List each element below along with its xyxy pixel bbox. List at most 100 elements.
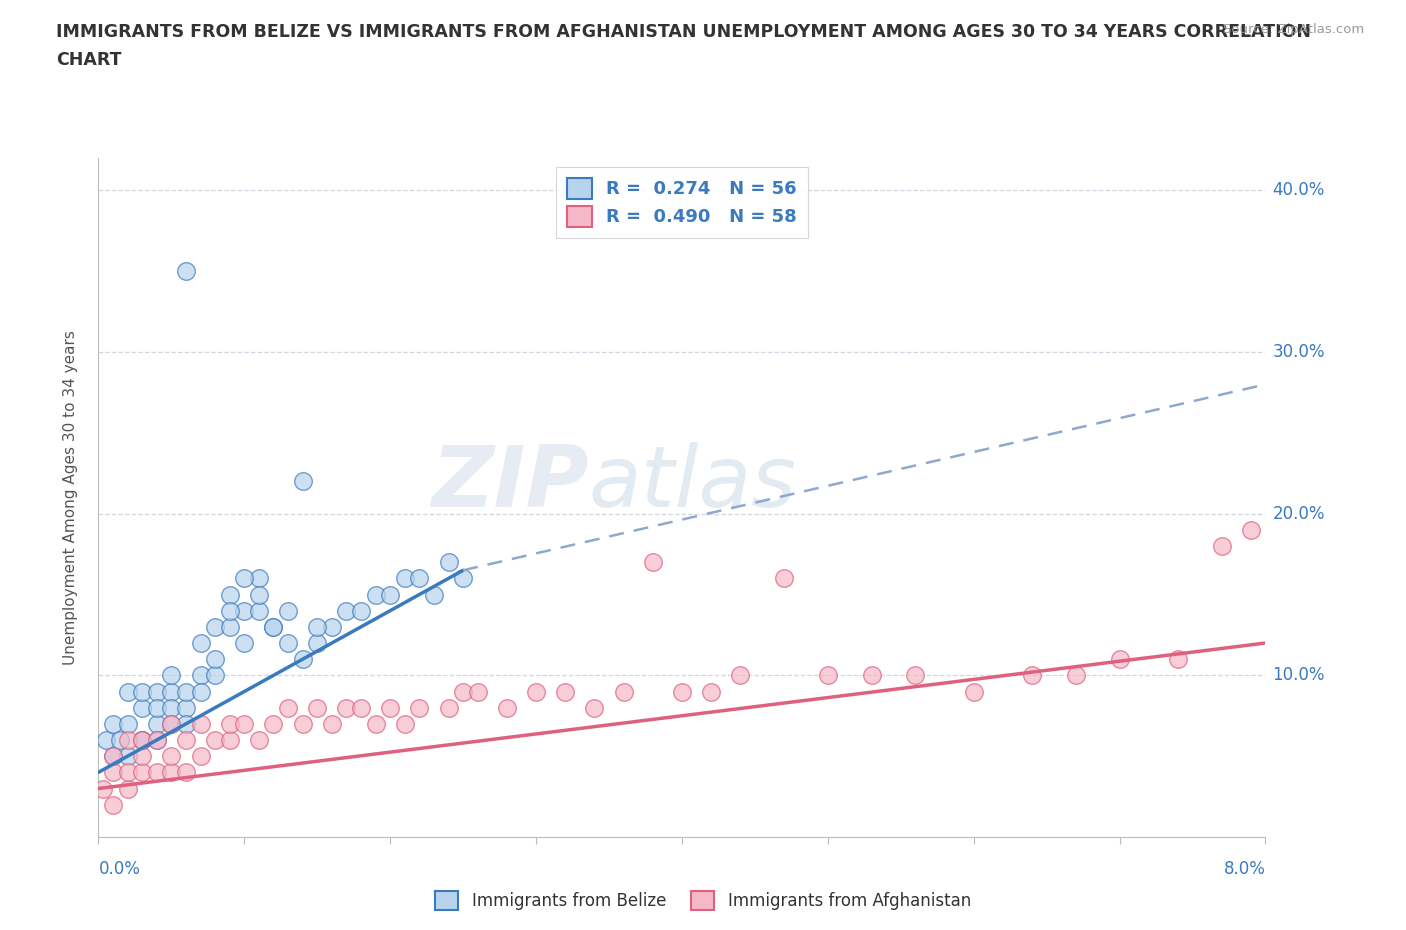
Point bbox=[117, 684, 139, 699]
Point bbox=[190, 684, 212, 699]
Point bbox=[117, 733, 139, 748]
Point bbox=[233, 604, 256, 618]
Point bbox=[247, 604, 270, 618]
Point bbox=[1211, 538, 1233, 553]
Point bbox=[117, 716, 139, 731]
Point bbox=[146, 733, 169, 748]
Point bbox=[364, 716, 387, 731]
Point bbox=[233, 571, 256, 586]
Point bbox=[641, 555, 664, 570]
Point bbox=[247, 571, 270, 586]
Point bbox=[1108, 652, 1130, 667]
Point bbox=[218, 619, 240, 634]
Point bbox=[524, 684, 547, 699]
Y-axis label: Unemployment Among Ages 30 to 34 years: Unemployment Among Ages 30 to 34 years bbox=[63, 330, 77, 665]
Point bbox=[204, 652, 226, 667]
Point bbox=[394, 716, 416, 731]
Point bbox=[437, 555, 460, 570]
Point bbox=[1021, 668, 1043, 683]
Point bbox=[94, 733, 117, 748]
Point bbox=[174, 716, 197, 731]
Point bbox=[364, 587, 387, 602]
Point bbox=[174, 264, 197, 279]
Point bbox=[218, 733, 240, 748]
Point bbox=[1240, 523, 1263, 538]
Point bbox=[277, 635, 299, 650]
Point bbox=[262, 716, 284, 731]
Point bbox=[335, 604, 357, 618]
Point bbox=[146, 716, 169, 731]
Text: 20.0%: 20.0% bbox=[1272, 505, 1324, 523]
Point bbox=[671, 684, 693, 699]
Point bbox=[451, 571, 474, 586]
Point bbox=[233, 635, 256, 650]
Point bbox=[496, 700, 519, 715]
Point bbox=[291, 474, 314, 489]
Point bbox=[190, 716, 212, 731]
Text: atlas: atlas bbox=[589, 443, 797, 525]
Point bbox=[146, 764, 169, 779]
Point bbox=[160, 668, 183, 683]
Point bbox=[378, 700, 402, 715]
Point bbox=[321, 619, 343, 634]
Text: IMMIGRANTS FROM BELIZE VS IMMIGRANTS FROM AFGHANISTAN UNEMPLOYMENT AMONG AGES 30: IMMIGRANTS FROM BELIZE VS IMMIGRANTS FRO… bbox=[56, 23, 1312, 41]
Point bbox=[131, 733, 153, 748]
Legend: Immigrants from Belize, Immigrants from Afghanistan: Immigrants from Belize, Immigrants from … bbox=[429, 884, 977, 917]
Point bbox=[190, 749, 212, 764]
Point bbox=[131, 733, 153, 748]
Text: CHART: CHART bbox=[56, 51, 122, 69]
Point bbox=[467, 684, 489, 699]
Point bbox=[612, 684, 634, 699]
Point bbox=[101, 749, 124, 764]
Point bbox=[408, 571, 430, 586]
Point bbox=[190, 635, 212, 650]
Point bbox=[262, 619, 284, 634]
Point bbox=[131, 733, 153, 748]
Text: 30.0%: 30.0% bbox=[1272, 343, 1324, 361]
Point bbox=[262, 619, 284, 634]
Point bbox=[291, 716, 314, 731]
Point bbox=[117, 764, 139, 779]
Point bbox=[350, 604, 373, 618]
Point bbox=[204, 668, 226, 683]
Point bbox=[408, 700, 430, 715]
Point bbox=[350, 700, 373, 715]
Point bbox=[204, 619, 226, 634]
Point bbox=[91, 781, 114, 796]
Point bbox=[218, 716, 240, 731]
Point bbox=[307, 635, 329, 650]
Point bbox=[218, 587, 240, 602]
Point bbox=[321, 716, 343, 731]
Point bbox=[233, 716, 256, 731]
Point bbox=[160, 716, 183, 731]
Point bbox=[451, 684, 474, 699]
Point bbox=[962, 684, 984, 699]
Point bbox=[423, 587, 446, 602]
Point bbox=[174, 764, 197, 779]
Point bbox=[204, 733, 226, 748]
Point bbox=[160, 764, 183, 779]
Point bbox=[860, 668, 883, 683]
Point bbox=[378, 587, 402, 602]
Point bbox=[247, 587, 270, 602]
Point bbox=[160, 749, 183, 764]
Point bbox=[437, 700, 460, 715]
Point bbox=[307, 619, 329, 634]
Point bbox=[291, 652, 314, 667]
Point bbox=[817, 668, 839, 683]
Point bbox=[101, 716, 124, 731]
Point bbox=[131, 749, 153, 764]
Point bbox=[146, 733, 169, 748]
Point bbox=[174, 684, 197, 699]
Point bbox=[394, 571, 416, 586]
Text: 10.0%: 10.0% bbox=[1272, 667, 1324, 684]
Point bbox=[160, 716, 183, 731]
Point bbox=[160, 700, 183, 715]
Point bbox=[335, 700, 357, 715]
Legend: R =  0.274   N = 56, R =  0.490   N = 58: R = 0.274 N = 56, R = 0.490 N = 58 bbox=[555, 167, 808, 238]
Point bbox=[101, 749, 124, 764]
Point bbox=[117, 781, 139, 796]
Point bbox=[583, 700, 606, 715]
Point bbox=[277, 700, 299, 715]
Text: 40.0%: 40.0% bbox=[1272, 181, 1324, 199]
